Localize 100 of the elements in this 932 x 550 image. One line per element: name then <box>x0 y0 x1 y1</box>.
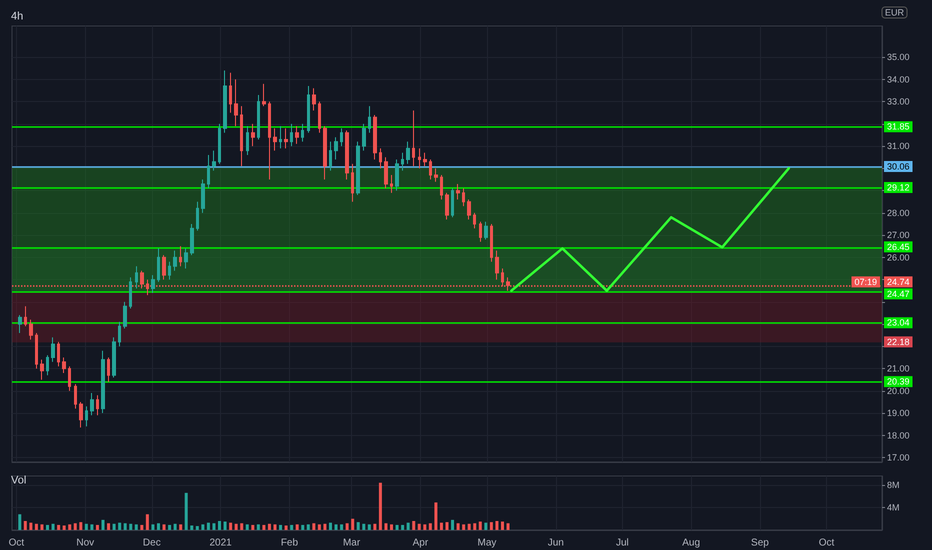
candlestick <box>162 254 166 280</box>
bar <box>334 524 338 530</box>
candlestick <box>90 392 94 416</box>
candlestick <box>345 130 349 180</box>
candlestick <box>218 123 221 164</box>
candlestick <box>46 354 49 376</box>
candlestick <box>351 163 354 202</box>
candlestick <box>307 86 310 134</box>
bar <box>406 522 410 530</box>
candlestick <box>484 221 488 240</box>
candlestick <box>135 266 138 289</box>
candlestick <box>57 341 60 367</box>
candlestick <box>212 150 216 172</box>
chart-title: Vol <box>11 474 26 486</box>
x-tick-label: May <box>477 538 496 548</box>
candlestick <box>251 123 255 147</box>
candlestick <box>190 223 194 256</box>
y-tick-label: 21.00 <box>887 364 910 374</box>
bar <box>446 522 448 530</box>
candlestick <box>79 401 83 428</box>
bar <box>196 526 199 530</box>
ref-line-label: 30.06 <box>887 162 910 172</box>
bar <box>412 521 416 530</box>
candlestick <box>423 152 427 167</box>
candlestick <box>395 158 399 192</box>
candlestick <box>406 141 410 164</box>
bar <box>356 522 360 530</box>
bar <box>368 524 371 530</box>
bar <box>456 523 460 530</box>
bar <box>390 524 394 530</box>
bar <box>151 524 154 530</box>
bar <box>440 522 443 530</box>
candlestick <box>179 246 182 267</box>
bar <box>84 524 88 530</box>
candlestick <box>85 406 88 427</box>
bar <box>462 524 466 530</box>
bar <box>418 524 421 530</box>
y-tick-label: 35.00 <box>887 52 910 62</box>
candlestick <box>440 174 443 200</box>
bar <box>57 524 60 530</box>
bar <box>74 523 77 530</box>
candlestick <box>240 106 243 167</box>
bar <box>24 521 27 530</box>
ref-line-label: 23.04 <box>887 318 910 328</box>
bar <box>495 521 498 530</box>
candlestick <box>290 123 293 147</box>
bar <box>168 524 172 530</box>
annotation: 07:19 <box>854 276 877 287</box>
candlestick <box>373 114 377 160</box>
x-tick-label: 2021 <box>209 538 232 548</box>
x-tick-label: Mar <box>342 538 361 548</box>
candlestick <box>29 319 33 340</box>
bar <box>384 523 388 530</box>
candlestick <box>462 188 465 207</box>
bar <box>234 524 238 530</box>
bar <box>184 492 188 530</box>
bar <box>306 524 310 530</box>
bar <box>140 524 144 530</box>
x-tick-label: Oct <box>8 538 24 548</box>
ref-line-label: 26.45 <box>887 242 910 252</box>
candlestick <box>301 123 304 142</box>
y-tick-label: 33.00 <box>887 96 910 107</box>
y-tick-label: 4M <box>887 502 900 512</box>
ref-line-label: 24.74 <box>887 276 910 287</box>
candlestick <box>246 126 249 156</box>
bar <box>251 524 254 530</box>
candlestick <box>268 101 271 180</box>
bar <box>29 522 32 530</box>
bar <box>273 524 276 530</box>
bar <box>34 524 38 530</box>
candlestick <box>51 336 55 362</box>
y-axis-title: EUR <box>885 8 904 18</box>
bar <box>340 524 344 530</box>
candlestick <box>123 301 127 330</box>
candlestick <box>334 136 338 160</box>
band-label: 22.18 <box>887 336 910 347</box>
candlestick <box>451 188 454 218</box>
y-tick-label: 17.00 <box>887 452 910 463</box>
candlestick <box>229 72 232 114</box>
y-tick-label: 34.00 <box>887 74 910 84</box>
bar <box>279 524 282 530</box>
candlestick <box>35 332 38 370</box>
bar <box>18 514 22 530</box>
ref-line-label: 31.85 <box>887 122 910 132</box>
bar <box>190 526 194 530</box>
candlestick <box>368 106 371 134</box>
bar <box>346 523 349 530</box>
candlestick <box>101 350 105 414</box>
bar <box>129 524 132 530</box>
bar <box>362 524 366 530</box>
bar <box>107 523 110 530</box>
candlestick <box>207 154 210 189</box>
bar <box>423 524 426 530</box>
candlestick <box>473 212 476 229</box>
candlestick <box>445 192 449 220</box>
candlestick <box>479 221 482 242</box>
candlestick <box>112 336 116 378</box>
bar <box>301 524 304 530</box>
bar <box>229 522 232 530</box>
bar <box>218 521 222 530</box>
